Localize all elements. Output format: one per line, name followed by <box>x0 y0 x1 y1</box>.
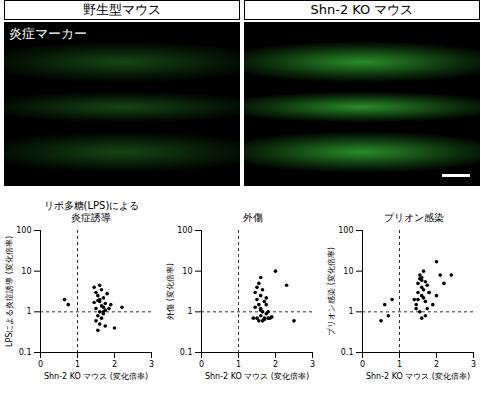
svg-text:プリオン感染 (変化倍率): プリオン感染 (変化倍率) <box>327 247 336 336</box>
svg-text:100: 100 <box>16 226 31 235</box>
svg-text:0.1: 0.1 <box>341 348 354 357</box>
svg-text:1: 1 <box>236 360 241 369</box>
svg-text:3: 3 <box>149 360 154 369</box>
svg-text:LPSによる炎症誘導 (変化倍率): LPSによる炎症誘導 (変化倍率) <box>5 236 14 347</box>
svg-text:0: 0 <box>199 360 204 369</box>
svg-text:10: 10 <box>182 267 192 276</box>
svg-text:0: 0 <box>38 360 43 369</box>
svg-text:10: 10 <box>21 267 31 276</box>
svg-text:100: 100 <box>338 226 353 235</box>
html-text:炎症マーカー: 炎症マーカー <box>9 26 87 41</box>
svg-text:Shn-2 KO マウス (変化倍率): Shn-2 KO マウス (変化倍率) <box>44 372 148 381</box>
html-text:野生型マウス: 野生型マウス <box>83 2 161 17</box>
html-text:プリオン感染: プリオン感染 <box>383 212 444 223</box>
html-text:Shn-2 KO マウス: Shn-2 KO マウス <box>310 2 414 17</box>
svg-text:100: 100 <box>177 226 192 235</box>
svg-text:1: 1 <box>397 360 402 369</box>
svg-text:1: 1 <box>26 307 31 316</box>
svg-text:1: 1 <box>348 307 353 316</box>
svg-text:Shn-2 KO マウス (変化倍率): Shn-2 KO マウス (変化倍率) <box>205 372 309 381</box>
svg-text:2: 2 <box>273 360 278 369</box>
svg-text:0.1: 0.1 <box>180 348 193 357</box>
svg-text:3: 3 <box>310 360 315 369</box>
svg-text:10: 10 <box>343 267 353 276</box>
svg-text:0: 0 <box>360 360 365 369</box>
html-text:リポ多糖(LPS)による 炎症誘導: リポ多糖(LPS)による 炎症誘導 <box>43 200 140 223</box>
svg-text:2: 2 <box>112 360 117 369</box>
svg-text:1: 1 <box>75 360 80 369</box>
svg-text:Shn-2 KO マウス (変化倍率): Shn-2 KO マウス (変化倍率) <box>366 372 470 381</box>
svg-text:3: 3 <box>471 360 476 369</box>
svg-text:1: 1 <box>187 307 192 316</box>
svg-text:外傷 (変化倍率): 外傷 (変化倍率) <box>166 263 175 320</box>
svg-text:2: 2 <box>434 360 439 369</box>
html-text:外傷: 外傷 <box>242 212 263 223</box>
svg-text:0.1: 0.1 <box>19 348 32 357</box>
